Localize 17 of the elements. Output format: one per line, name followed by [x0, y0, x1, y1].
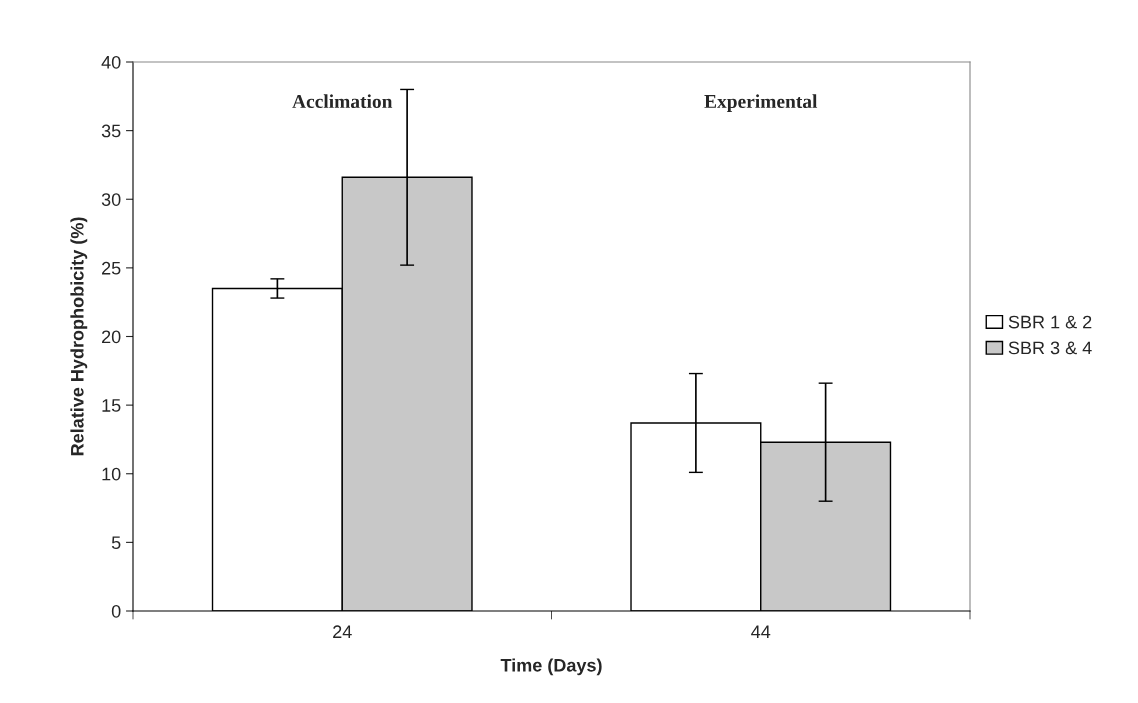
y-tick-label: 15 [102, 399, 121, 412]
x-axis-title: Time (Days) [500, 658, 602, 676]
y-tick-label: 0 [111, 604, 121, 618]
y-tick-label: 30 [101, 193, 121, 206]
legend-label: SBR 3 & 4 [1008, 341, 1092, 355]
y-axis-title: Relative Hydrophobicity (%) [70, 217, 88, 456]
y-tick-label: 25 [102, 261, 121, 275]
y-tick-label: 5 [111, 536, 121, 550]
y-tick-label: 40 [101, 55, 121, 69]
y-tick-label: 35 [101, 124, 121, 138]
x-tick-label: 44 [751, 625, 771, 638]
y-tick-label: 20 [102, 330, 121, 344]
annotation: Acclimation [292, 94, 393, 109]
legend-label: SBR 1 & 2 [1008, 315, 1092, 329]
y-tick-label: 10 [102, 467, 121, 481]
annotation: Experimental [704, 94, 818, 112]
x-tick-label: 24 [333, 625, 352, 638]
